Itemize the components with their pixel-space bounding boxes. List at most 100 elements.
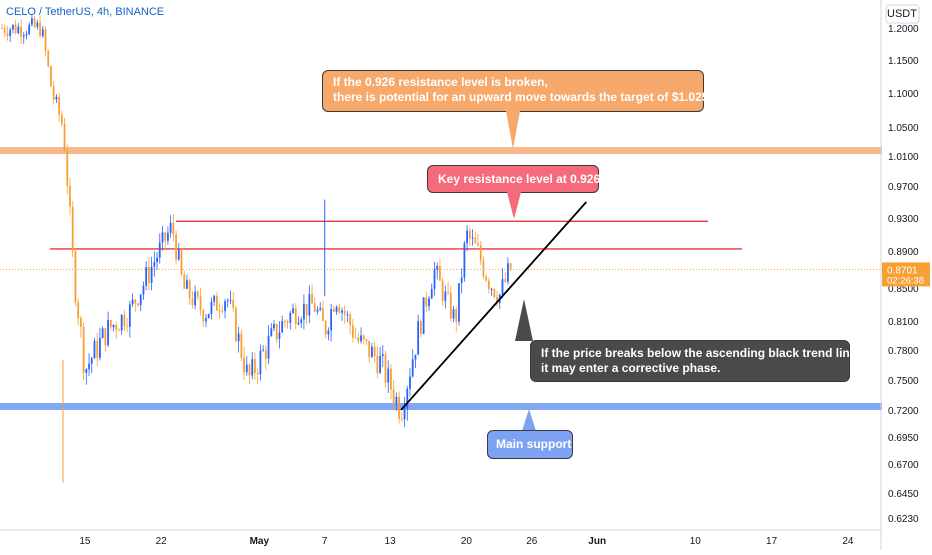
candle-body [458,283,460,322]
last-price-tag [882,262,930,287]
candle-body [300,319,303,323]
candle-body [128,304,131,327]
candle-body [436,265,439,270]
candle-body [9,29,12,37]
candle-body [142,285,145,295]
candle-body [360,335,362,342]
candle-body [262,349,265,351]
candle-body [406,388,409,409]
candle-body [507,263,509,282]
candle-body [180,249,183,275]
candle-body [474,237,477,244]
candle-body [33,18,36,28]
candle-body [120,314,123,331]
candle-body [191,298,194,306]
candle-body [264,349,267,359]
candle-body [194,291,197,306]
candle-body [183,274,186,289]
candle-body [175,234,177,260]
candle-body [134,299,137,304]
candle-body [351,325,354,338]
bar-countdown: 02:26:38 [887,275,924,286]
candle-body [25,33,28,36]
candle-body [96,340,99,358]
candle-body [433,269,436,289]
candle-body [93,340,96,359]
candle-body [303,304,305,320]
candle-body [248,364,251,376]
candle-body [390,368,392,390]
candle-body [463,243,466,278]
candle-body [188,280,191,299]
candle-body [28,24,31,34]
candle-body [161,232,164,243]
support-zone-band[interactable] [0,403,882,410]
currency-badge[interactable] [885,4,920,24]
candle-body [278,332,281,340]
candle-body [468,230,471,239]
candle-body [196,291,199,297]
y-tick-label: 0.6230 [888,514,919,525]
candle-body [346,314,349,316]
candle-body [232,299,235,308]
candle-body [341,310,343,313]
ascending-trend-line[interactable] [400,201,587,411]
x-tick-label: 15 [79,536,91,547]
candle-body [387,368,390,383]
candle-body [6,32,9,37]
support-callout-pointer [522,409,536,431]
candle-body [237,333,240,342]
candle-body [267,335,270,359]
candle-body [338,306,341,313]
currency-label[interactable]: USDT [887,8,917,20]
candle-body [85,369,88,373]
resistance-zone-band[interactable] [0,147,882,155]
support-callout: Main support [487,430,573,459]
target-callout: If the 0.926 resistance level is broken,… [322,70,715,112]
x-tick-label: 13 [385,536,397,547]
candle-body [118,330,120,332]
candle-body [379,355,381,373]
candle-body [441,280,444,301]
candle-body [308,293,311,316]
x-tick-label: 26 [526,536,538,547]
candle-body [335,306,338,312]
candle-body [107,320,109,346]
candle-body [316,309,319,312]
candle-body [150,266,153,284]
candle-body [332,309,335,312]
candle-body [202,309,205,322]
candle-body [221,310,224,312]
candle-body [164,232,167,241]
candle-body [501,279,504,295]
candle-body [319,308,322,310]
candle-body [411,359,414,377]
trend-callout: If the price breaks below the ascending … [530,340,860,382]
candle-body [3,28,6,33]
candle-body [373,346,376,356]
candle-body [235,307,237,342]
candle-body [455,309,458,322]
candle-body [414,354,417,360]
candle-body [52,86,55,100]
candle-body [63,124,66,152]
candle-body [362,335,365,340]
candle-body [313,303,316,312]
candle-body [471,237,474,239]
candle-body [17,26,20,34]
candle-body [324,320,327,335]
y-tick-label: 1.0100 [888,152,919,163]
candle-body [109,320,112,328]
candle-body [460,277,463,284]
y-tick-label: 0.7200 [888,406,919,417]
candle-body [417,321,420,355]
candle-body [240,333,243,358]
candle-body [172,222,175,235]
candle-body [354,337,357,339]
candle-body [205,318,207,322]
candle-body [153,262,156,267]
candle-body [169,222,172,233]
candle-body [41,29,44,37]
candle-body [82,326,85,373]
